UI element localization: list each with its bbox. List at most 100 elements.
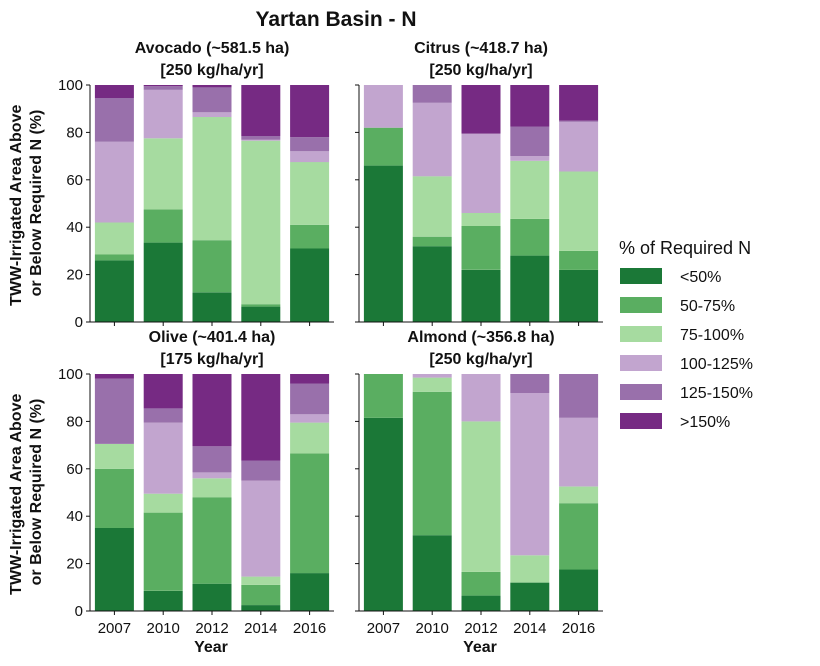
y-tick-label: 100 [58, 77, 83, 94]
bar-segment [241, 304, 281, 307]
bar-segment [192, 583, 232, 611]
bar-segment [94, 378, 134, 444]
bar-segment [461, 595, 501, 611]
bar-segment [94, 222, 134, 255]
bar-segment [510, 255, 550, 322]
x-tick-label: 2010 [416, 620, 449, 637]
bar-segment [241, 584, 281, 605]
bar-segment [94, 468, 134, 528]
x-tick-label: 2007 [98, 620, 131, 637]
bar-segment [143, 374, 183, 409]
panel-title-line2: [250 kg/ha/yr] [160, 62, 263, 79]
bar-segment [192, 292, 232, 322]
y-tick-label: 20 [66, 556, 83, 573]
bar-segment [363, 165, 403, 322]
bar-segment [363, 85, 403, 128]
legend-label: 75-100% [680, 327, 744, 344]
bar-segment [412, 236, 452, 247]
bar-segment [559, 417, 599, 487]
bar-segment [94, 98, 134, 142]
bar-segment [461, 85, 501, 134]
x-tick-label: 2012 [464, 620, 497, 637]
y-axis-label-top-line2: or Below Required N (%) [28, 110, 45, 297]
y-axis-label-top-line1: TWW-Irrigated Area Above [8, 105, 25, 306]
bar-segment [192, 446, 232, 473]
y-tick-label: 100 [58, 366, 83, 383]
panel-title-line1: Citrus (~418.7 ha) [414, 40, 548, 57]
bar-segment [94, 374, 134, 379]
bar-segment [143, 590, 183, 611]
bar-segment [412, 377, 452, 392]
bar-segment [510, 160, 550, 219]
bar-segment [559, 486, 599, 504]
bar-segment [412, 246, 452, 322]
bar-segment [192, 478, 232, 498]
x-tick-label: 2014 [244, 620, 277, 637]
bar-segment [559, 569, 599, 611]
panel-1: Avocado (~581.5 ha) [250 kg/ha/yr] 0 20 40 60… [58, 40, 334, 331]
legend-label: 50-75% [680, 298, 735, 315]
panel-title-line1: Olive (~401.4 ha) [149, 329, 276, 346]
y-tick-label: 40 [66, 219, 83, 236]
bar-segment [559, 250, 599, 270]
y-axis-label-bottom-line1: TWW-Irrigated Area Above [8, 394, 25, 595]
bar-segment [290, 151, 330, 163]
bar-segment [559, 171, 599, 251]
bar-segment [241, 576, 281, 585]
panel-title-line2: [250 kg/ha/yr] [429, 351, 532, 368]
legend-label: <50% [680, 269, 721, 286]
bar-segment [290, 383, 330, 415]
bar-segment [192, 87, 232, 113]
bar-segment [241, 374, 281, 461]
bar-segment [510, 555, 550, 583]
bar-segment [363, 417, 403, 611]
chart-title: Yartan Basin - N [255, 8, 416, 31]
bar-segment [559, 121, 599, 172]
bar-segment [241, 306, 281, 322]
x-tick-label: 2007 [367, 620, 400, 637]
panel-2: Citrus (~418.7 ha) [250 kg/ha/yr] [355, 40, 603, 326]
bar-segment [363, 127, 403, 166]
bar-segment [510, 218, 550, 256]
bar-segment [412, 85, 452, 103]
y-tick-label: 60 [66, 461, 83, 478]
bar-segment [290, 137, 330, 152]
y-axis-label-bottom: TWW-Irrigated Area Above or Below Requir… [8, 389, 45, 595]
bar-segment [290, 573, 330, 611]
panel-title-line1: Avocado (~581.5 ha) [135, 40, 290, 57]
bar-segment [241, 460, 281, 481]
bar-segment [510, 156, 550, 161]
panels-group: Avocado (~581.5 ha) [250 kg/ha/yr] 0 20 40 60… [58, 40, 603, 637]
panel-title-line1: Almond (~356.8 ha) [407, 329, 554, 346]
bar-segment [192, 374, 232, 447]
bar-segment [290, 248, 330, 322]
bar-segment [510, 582, 550, 611]
bar-segment [192, 112, 232, 117]
legend-swatch [620, 384, 662, 400]
bar-segment [290, 414, 330, 423]
bar-segment [143, 242, 183, 322]
bar-segment [94, 528, 134, 611]
bar-segment [290, 162, 330, 225]
bar-segment [510, 374, 550, 393]
panel-title-line2: [175 kg/ha/yr] [160, 351, 263, 368]
y-tick-label: 0 [75, 603, 83, 620]
bar-segment [143, 493, 183, 513]
x-axis-label-right: Year [463, 639, 497, 656]
bar-segment [290, 224, 330, 249]
legend-label: >150% [680, 414, 730, 431]
bar-segment [143, 138, 183, 210]
bar-segment [192, 497, 232, 584]
bar-segment [94, 260, 134, 322]
y-tick-label: 80 [66, 124, 83, 141]
bar-segment [241, 480, 281, 577]
bar-segment [290, 85, 330, 138]
legend-title: % of Required N [619, 238, 751, 258]
bar-segment [363, 374, 403, 418]
y-tick-label: 0 [75, 314, 83, 331]
legend-swatch [620, 355, 662, 371]
bar-segment [241, 136, 281, 140]
legend-label: 100-125% [680, 356, 753, 373]
y-axis-label-top: TWW-Irrigated Area Above or Below Requir… [8, 100, 45, 306]
